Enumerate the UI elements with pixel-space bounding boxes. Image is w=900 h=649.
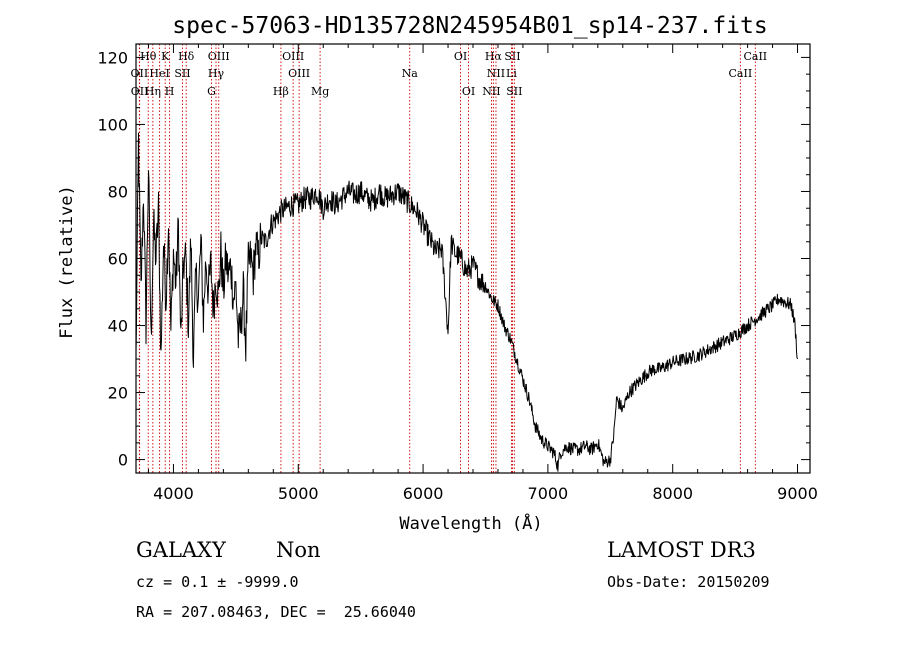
y-axis-label: Flux (relative) <box>57 185 77 339</box>
x-tick-label-1: 5000 <box>278 484 319 503</box>
line-label-6: SII <box>174 67 190 80</box>
chart-title: spec-57063-HD135728N245954B01_sp14-237.f… <box>172 13 767 39</box>
line-label-19: Hα <box>485 50 503 63</box>
line-label-9: OIII <box>208 50 230 63</box>
flux-line <box>135 132 798 472</box>
line-label-26: CaII <box>729 67 753 80</box>
flux-series <box>135 132 798 472</box>
x-tick-label-0: 4000 <box>153 484 194 503</box>
line-label-3: HeI <box>149 67 169 80</box>
line-label-14: Hβ <box>273 85 289 98</box>
ra-dec: RA = 207.08463, DEC = 25.66040 <box>136 603 416 621</box>
line-label-17: OI <box>454 50 467 63</box>
line-label-12: OIII <box>282 50 304 63</box>
line-label-7: H <box>165 85 175 98</box>
y-tick-label-6: 120 <box>97 48 128 67</box>
line-label-25: CaII <box>743 50 767 63</box>
line-label-16: Na <box>402 67 419 80</box>
object-class: GALAXY <box>136 538 226 562</box>
line-label-2: Hθ <box>140 50 157 63</box>
y-tick-label-3: 60 <box>108 250 128 269</box>
observation-date: Obs-Date: 20150209 <box>607 573 770 591</box>
line-label-13: OIII <box>288 67 310 80</box>
x-tick-label-3: 7000 <box>528 484 569 503</box>
y-tick-label-1: 20 <box>108 384 128 403</box>
survey-name: LAMOST DR3 <box>607 538 756 562</box>
line-label-20: SII <box>504 50 520 63</box>
line-label-11: G <box>207 85 216 98</box>
line-label-10: Hγ <box>208 67 225 80</box>
line-label-8: Hδ <box>178 50 195 63</box>
line-label-24: SII <box>506 85 522 98</box>
line-label-23: NII <box>482 85 500 98</box>
x-tick-label-5: 9000 <box>777 484 818 503</box>
line-label-1: OII <box>131 85 149 98</box>
x-tick-label-2: 6000 <box>403 484 444 503</box>
line-label-18: OI <box>462 85 475 98</box>
y-tick-label-5: 100 <box>97 115 128 134</box>
y-tick-label-0: 0 <box>118 451 128 470</box>
line-label-15: Mg <box>311 85 329 98</box>
line-label-22: Li <box>506 67 517 80</box>
axis-ticks: 4000 5000 6000 7000 8000 9000 0 20 40 60 80 100 120 <box>97 44 818 503</box>
redshift-cz: cz = 0.1 ± -9999.0 <box>136 573 299 591</box>
line-label-4: Hη <box>145 85 161 98</box>
x-tick-label-4: 8000 <box>652 484 693 503</box>
object-subclass: Non <box>276 538 321 562</box>
x-axis-label: Wavelength (Å) <box>399 512 542 534</box>
line-label-21: NII <box>487 67 505 80</box>
line-label-5: K <box>161 50 170 63</box>
y-tick-label-4: 80 <box>108 182 128 201</box>
y-tick-label-2: 40 <box>108 317 128 336</box>
